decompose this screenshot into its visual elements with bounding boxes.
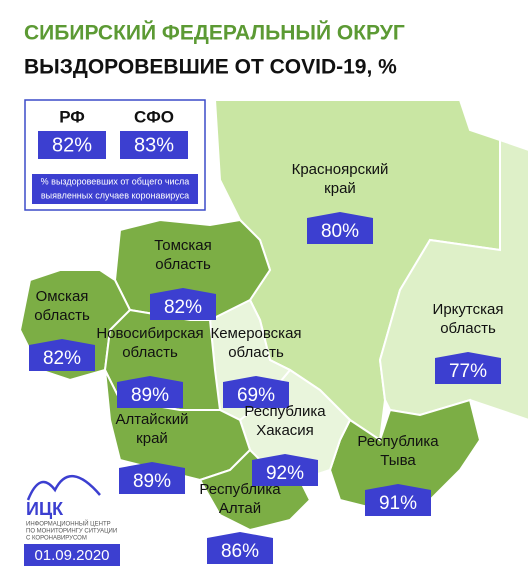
region-name: Республика [199, 481, 281, 498]
summary-badge [120, 131, 188, 159]
note-box [32, 174, 198, 204]
region-name: Республика [357, 433, 439, 450]
value-badge [435, 352, 501, 384]
region-name: Тыва [380, 452, 416, 469]
region-name: область [440, 320, 496, 337]
value-badge [119, 462, 185, 494]
note: % выздоровевших от общего числа [41, 176, 190, 186]
value-badge [223, 376, 289, 408]
region-name: Иркутская [433, 301, 504, 318]
region-name: Алтай [219, 500, 261, 517]
region-value: 92% [266, 463, 304, 484]
region-name: Кемеровская [210, 325, 301, 342]
region-name: край [324, 180, 356, 197]
region-value: 69% [237, 385, 275, 406]
region-name: Алтайский [115, 411, 188, 428]
region-name: Хакасия [256, 422, 314, 439]
date-box [24, 544, 120, 566]
value-badge [252, 454, 318, 486]
value-badge [29, 339, 95, 371]
region-labels: Красноярский край 80% Томская область 82% Омск… [29, 161, 503, 564]
region-name: Новосибирская [96, 325, 203, 342]
region-name: область [122, 344, 178, 361]
region-name: Красноярский [292, 161, 389, 178]
region-name: Томская [154, 237, 212, 254]
region-name: область [34, 307, 90, 324]
note: выявленных случаев коронавируса [41, 190, 189, 200]
region-value: 80% [321, 221, 359, 242]
logo-text: ИНФОРМАЦИОННЫЙ ЦЕНТР [26, 520, 111, 528]
region-name: область [155, 256, 211, 273]
region-value: 91% [379, 493, 417, 514]
summary-badge [38, 131, 106, 159]
region-name: Омская [36, 288, 89, 305]
logo-name: ИЦК [26, 499, 64, 519]
region-name: область [228, 344, 284, 361]
region-name: Республика [244, 403, 326, 420]
value-badge [307, 212, 373, 244]
date: 01.09.2020 [34, 547, 109, 564]
region-value: 89% [131, 385, 169, 406]
summary-value: 82% [52, 134, 92, 156]
summary-label: СФО [134, 107, 174, 126]
region-shape [378, 138, 529, 422]
region-value: 86% [221, 541, 259, 562]
summary-label: РФ [59, 107, 85, 126]
region-value: 77% [449, 361, 487, 382]
logo-text: ПО МОНИТОРИНГУ СИТУАЦИИ [26, 529, 117, 535]
subtitle: ВЫЗДОРОВЕВШИЕ ОТ COVID-19, % [24, 56, 397, 79]
summary-value: 83% [134, 134, 174, 156]
region-value: 82% [43, 348, 81, 369]
value-badge [117, 376, 183, 408]
logo-mark [26, 474, 101, 501]
value-badge [150, 288, 216, 320]
logo-text: С КОРОНАВИРУСОМ [26, 536, 87, 542]
region-shape [198, 448, 312, 532]
region-name: край [136, 430, 168, 447]
summary: РФ 82% СФО 83% [38, 107, 188, 159]
region-value: 82% [164, 297, 202, 318]
value-badge [365, 484, 431, 516]
region-value: 89% [133, 471, 171, 492]
title: СИБИРСКИЙ ФЕДЕРАЛЬНЫЙ ОКРУГ [24, 21, 405, 45]
value-badge [207, 532, 273, 564]
